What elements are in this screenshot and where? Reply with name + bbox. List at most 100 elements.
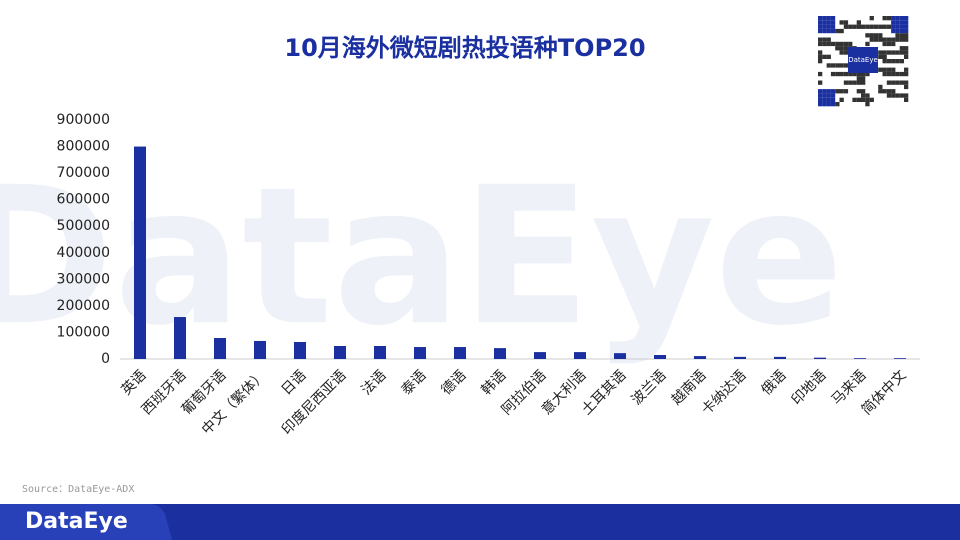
qr-module <box>886 41 892 47</box>
qr-module <box>886 24 892 29</box>
qr-module <box>895 71 900 77</box>
qr-module <box>873 37 879 42</box>
qr-module <box>891 80 896 85</box>
bar <box>854 358 866 359</box>
qr-module <box>865 97 870 102</box>
qr-module <box>878 33 883 38</box>
bar <box>414 347 426 359</box>
qr-module <box>878 54 883 59</box>
bar <box>614 353 626 359</box>
qr-module <box>891 20 896 25</box>
qr-module <box>822 89 827 94</box>
qr-module <box>882 41 887 47</box>
bar <box>814 357 826 359</box>
qr-module <box>843 63 849 68</box>
qr-module <box>899 59 904 64</box>
qr-module <box>882 37 887 42</box>
qr-module <box>839 63 844 68</box>
qr-module <box>822 37 827 42</box>
qr-module <box>822 20 827 25</box>
qr-module <box>839 46 844 51</box>
bar <box>734 356 746 359</box>
qr-module <box>830 63 836 68</box>
qr-module <box>818 93 823 98</box>
qr-module <box>878 24 883 29</box>
qr-module <box>891 71 896 77</box>
bar <box>134 146 146 359</box>
y-tick-label: 500000 <box>57 218 110 234</box>
y-tick-label: 100000 <box>57 324 110 340</box>
qr-module <box>895 16 900 21</box>
qr-module <box>869 16 874 21</box>
qr-module <box>856 80 861 85</box>
qr-module <box>830 41 836 47</box>
qr-module <box>895 37 900 42</box>
qr-module <box>886 16 892 21</box>
y-tick-label: 800000 <box>57 139 110 155</box>
y-tick-label: 900000 <box>57 112 110 128</box>
qr-module <box>904 37 909 42</box>
qr-module <box>886 93 892 98</box>
qr-module <box>878 37 883 42</box>
bar <box>254 340 266 359</box>
qr-module <box>886 89 892 94</box>
qr-module <box>856 97 861 102</box>
qr-module <box>826 37 831 42</box>
qr-module <box>818 28 823 34</box>
qr-module <box>826 93 831 98</box>
qr-module <box>852 71 857 77</box>
qr-module <box>895 50 900 55</box>
y-tick-label: 400000 <box>57 245 110 261</box>
qr-module <box>899 80 904 85</box>
qr-module <box>818 16 823 21</box>
qr-module <box>839 50 844 55</box>
qr-module <box>830 97 836 102</box>
qr-module <box>826 28 831 34</box>
qr-module <box>826 97 831 102</box>
qr-module <box>869 24 874 29</box>
qr-module <box>830 28 836 34</box>
qr-module <box>904 97 909 102</box>
qr-module <box>856 76 861 81</box>
qr-module <box>848 71 853 77</box>
source-note: Source：DataEye-ADX <box>22 484 134 495</box>
bar <box>494 348 506 359</box>
qr-module <box>830 102 836 107</box>
qr-module <box>886 50 892 55</box>
qr-module <box>886 59 892 64</box>
y-tick-label: 700000 <box>57 165 110 181</box>
qr-module <box>822 102 827 107</box>
qr-module <box>839 97 844 102</box>
qr-module <box>891 37 896 42</box>
qr-module <box>873 33 879 38</box>
qr-module <box>818 59 823 64</box>
qr-module <box>882 67 887 72</box>
qr-module <box>818 20 823 25</box>
qr-module <box>869 97 874 102</box>
qr-module <box>891 93 896 98</box>
qr-module <box>826 63 831 68</box>
qr-module <box>830 16 836 21</box>
qr-module <box>895 28 900 34</box>
x-tick-label: 日语 <box>279 367 310 398</box>
qr-module <box>891 24 896 29</box>
qr-module <box>899 33 904 38</box>
qr-module <box>904 24 909 29</box>
qr-module <box>852 24 857 29</box>
qr-module <box>891 89 896 94</box>
qr-module <box>891 16 896 21</box>
qr-module <box>861 89 866 94</box>
qr-module <box>904 46 909 51</box>
qr-module <box>878 84 883 90</box>
qr-module <box>882 24 887 29</box>
x-tick-label: 泰语 <box>399 367 430 398</box>
qr-module <box>904 67 909 72</box>
qr-module <box>865 102 870 107</box>
qr-module <box>818 41 823 47</box>
qr-module <box>899 71 904 77</box>
qr-module <box>878 67 883 72</box>
qr-module <box>873 24 879 29</box>
qr-module <box>891 67 896 72</box>
qr-module <box>904 54 909 59</box>
